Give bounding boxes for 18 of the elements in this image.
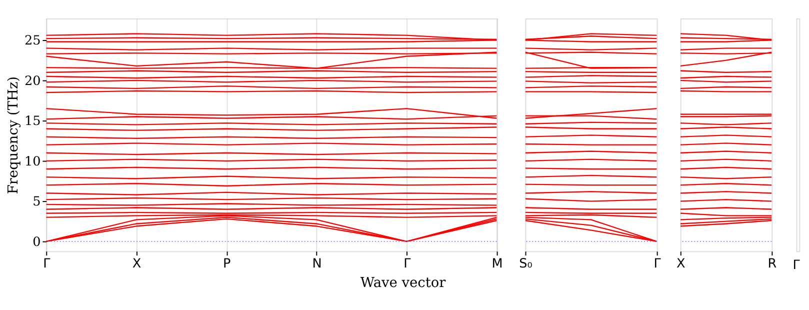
x-tick-label: M bbox=[492, 256, 503, 272]
x-tick-label: X bbox=[676, 256, 686, 272]
x-tick-label: Γ bbox=[43, 256, 52, 272]
y-axis-title: Frequency (THz) bbox=[6, 76, 22, 194]
x-tick-label: S₀ bbox=[519, 256, 532, 272]
x-tick-label: Γ bbox=[654, 256, 662, 272]
x-tick-label: Γ bbox=[404, 256, 412, 272]
y-tick-label: 15 bbox=[24, 114, 41, 130]
x-axis-title: Wave vector bbox=[360, 274, 446, 291]
y-tick-label: 0 bbox=[32, 234, 41, 250]
y-tick-label: 25 bbox=[24, 34, 41, 49]
x-tick-label: N bbox=[312, 256, 322, 272]
y-tick-label: 5 bbox=[32, 194, 41, 210]
x-tick-label: R bbox=[768, 256, 777, 272]
y-tick-label: 10 bbox=[24, 154, 41, 170]
x-tick-label: X bbox=[132, 256, 142, 272]
x-tick-label: P bbox=[223, 256, 232, 272]
y-tick-label: 20 bbox=[24, 74, 41, 89]
